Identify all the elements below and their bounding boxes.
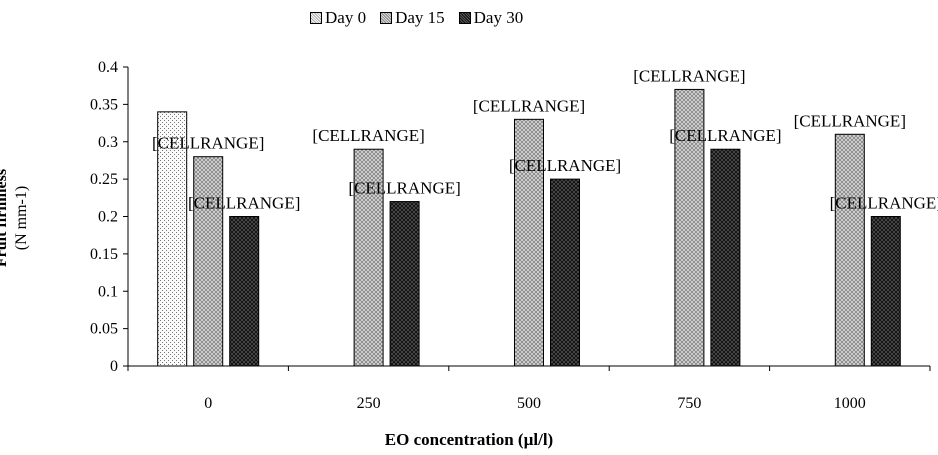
data-labels: [CELLRANGE] [CELLRANGE] [CELLRANGE] [CELLRA… bbox=[152, 66, 938, 212]
legend-swatch-day0 bbox=[310, 12, 322, 24]
bar-day15-0 bbox=[193, 156, 224, 367]
y-axis-label: Fruit firmness bbox=[0, 168, 10, 268]
bar-day0-0 bbox=[157, 111, 188, 367]
data-label: [CELLRANGE] bbox=[669, 126, 781, 145]
data-label: [CELLRANGE] bbox=[152, 134, 264, 153]
data-label: [CELLRANGE] bbox=[633, 66, 745, 85]
x-tick-label: 0 bbox=[204, 395, 212, 412]
bar-day30-1000 bbox=[870, 216, 901, 367]
bar-day30-0 bbox=[229, 216, 260, 367]
y-tick-label: 0.4 bbox=[98, 59, 118, 76]
bar-day15-500 bbox=[514, 118, 544, 367]
bar-day30-250 bbox=[389, 201, 420, 367]
bar-day15-250 bbox=[353, 148, 384, 367]
x-axis-title: EO concentration (µl/l) bbox=[384, 430, 554, 449]
legend-swatch-day30 bbox=[458, 12, 471, 24]
bar-day15-1000 bbox=[834, 133, 865, 367]
bars bbox=[157, 88, 901, 367]
legend: Day 0 Day 15 Day 30 bbox=[310, 8, 523, 28]
y-tick-label: 0.15 bbox=[90, 246, 118, 263]
data-label: [CELLRANGE] bbox=[830, 194, 938, 213]
bar-day15-750 bbox=[674, 88, 705, 367]
data-label: [CELLRANGE] bbox=[188, 194, 300, 213]
legend-label-day30: Day 30 bbox=[473, 8, 524, 27]
y-tick-label: 0.1 bbox=[98, 283, 118, 300]
y-tick-label: 0 bbox=[110, 358, 118, 375]
legend-item-day15: Day 15 bbox=[380, 8, 445, 28]
axes: 0 0.05 0.1 0.15 0.2 0.25 0.3 0.35 0.4 0 250 500 750 1… bbox=[90, 59, 931, 412]
legend-item-day0: Day 0 bbox=[310, 8, 366, 28]
legend-item-day30: Day 30 bbox=[458, 8, 524, 28]
x-tick-label: 250 bbox=[357, 395, 381, 412]
y-tick-label: 0.25 bbox=[90, 171, 118, 188]
x-tick-label: 1000 bbox=[834, 395, 866, 412]
y-tick-label: 0.35 bbox=[90, 96, 118, 113]
y-tick-label: 0.05 bbox=[90, 321, 118, 338]
x-tick-label: 750 bbox=[677, 395, 701, 412]
legend-label-day15: Day 15 bbox=[395, 8, 445, 27]
y-tick-label: 0.3 bbox=[98, 134, 118, 151]
y-axis-title: Fruit firmness (N mm-1) bbox=[0, 169, 32, 267]
bar-day30-500 bbox=[550, 178, 580, 367]
y-tick-label: 0.2 bbox=[98, 209, 118, 226]
bar-day30-750 bbox=[710, 148, 741, 367]
legend-label-day0: Day 0 bbox=[325, 8, 367, 27]
data-label: [CELLRANGE] bbox=[348, 179, 460, 198]
data-label: [CELLRANGE] bbox=[473, 96, 585, 115]
data-label: [CELLRANGE] bbox=[794, 111, 906, 130]
data-label: [CELLRANGE] bbox=[312, 126, 424, 145]
y-axis-unit: (N mm-1) bbox=[13, 185, 30, 251]
legend-swatch-day15 bbox=[380, 12, 393, 24]
data-label: [CELLRANGE] bbox=[509, 156, 621, 175]
x-tick-label: 500 bbox=[517, 395, 541, 412]
